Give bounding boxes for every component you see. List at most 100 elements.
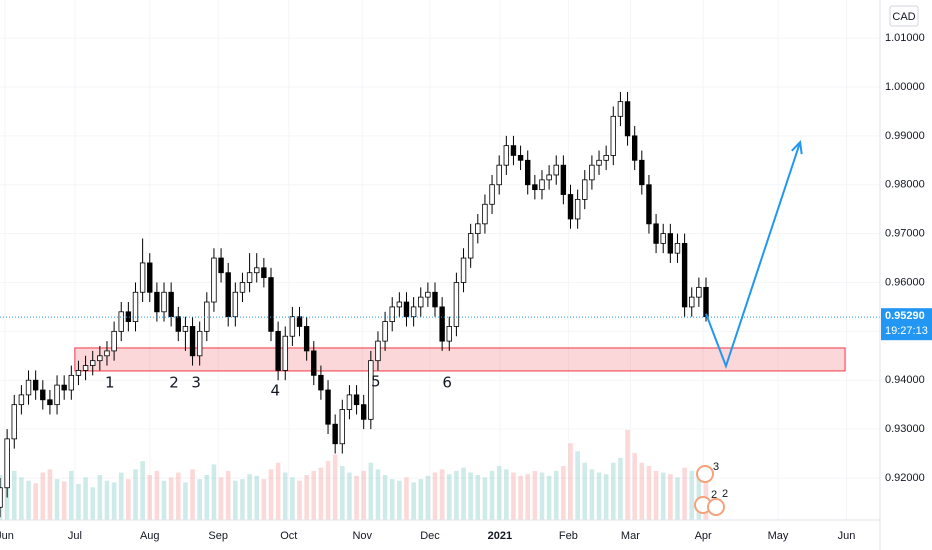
volume-bar — [211, 464, 217, 520]
volume-bar — [90, 487, 96, 520]
currency: CAD — [892, 11, 915, 23]
volume-bar — [126, 479, 131, 520]
candle-body — [211, 257, 217, 303]
event-icon[interactable] — [696, 465, 714, 483]
y-tick-label: 1.01000 — [885, 32, 925, 44]
candle-body — [82, 365, 89, 371]
volume-bar — [233, 480, 238, 520]
y-tick-label: 0.96000 — [885, 276, 925, 288]
event-count: 3 — [713, 461, 719, 473]
candle-body — [353, 394, 360, 406]
candle-body — [11, 404, 17, 440]
candle-body — [154, 291, 160, 313]
candle-body — [325, 389, 331, 425]
candle-body — [161, 291, 167, 313]
volume-bar — [482, 477, 488, 520]
volume-bar — [140, 461, 145, 520]
volume-bar — [147, 475, 153, 520]
y-tick-label: 0.94000 — [885, 374, 925, 386]
wave-label: 5 — [371, 373, 381, 391]
volume-bar — [689, 470, 695, 520]
candle-body — [118, 311, 124, 332]
candle-body — [54, 384, 60, 406]
y-tick-label: 1.00000 — [885, 81, 925, 93]
candle-body — [410, 306, 417, 318]
candle-body — [139, 262, 146, 293]
candle-body — [567, 194, 574, 220]
volume-bar — [504, 469, 509, 520]
candle-body — [47, 399, 53, 406]
volume-bar — [439, 469, 445, 520]
candle-body — [189, 326, 196, 357]
candle-body — [525, 159, 531, 186]
volume-bar — [511, 472, 516, 520]
candle-body — [653, 223, 659, 244]
volume-bar — [489, 470, 495, 520]
candle-body — [510, 145, 517, 156]
x-tick-label: Aug — [140, 530, 160, 542]
volume-bar — [354, 475, 359, 520]
x-tick-label: 2021 — [488, 530, 512, 542]
volume-bar — [204, 475, 210, 520]
volume-bar — [290, 477, 295, 520]
candle-body — [303, 326, 310, 352]
volume-bar — [325, 461, 331, 520]
y-tick-label: 0.92000 — [885, 472, 925, 484]
candle-body — [0, 487, 3, 508]
volume-bar — [161, 480, 167, 520]
volume-bar — [375, 469, 381, 520]
currency-box[interactable] — [889, 5, 919, 27]
wave-label: 3 — [191, 374, 201, 392]
candle-body — [261, 267, 267, 278]
candle-body — [111, 330, 117, 352]
candle-body — [360, 404, 367, 420]
y-tick-label: 0.93000 — [885, 423, 925, 435]
candle-body — [282, 335, 288, 371]
volume-bar — [26, 480, 31, 520]
y-tick-label: 0.98000 — [885, 179, 925, 191]
volume-bar — [546, 475, 552, 520]
volume-bar — [261, 479, 267, 520]
volume-bar — [247, 474, 252, 520]
candle-body — [275, 330, 281, 371]
candle-body — [389, 306, 395, 322]
x-tick-label: Sep — [208, 530, 228, 542]
volume-bar — [468, 472, 473, 520]
volume-bar — [183, 482, 188, 520]
volume-bar — [682, 467, 687, 520]
candle-body — [631, 135, 638, 161]
candle-body — [503, 145, 510, 166]
volume-bar — [175, 472, 181, 520]
x-tick-label: Mar — [621, 530, 640, 542]
volume-bar — [69, 470, 74, 520]
wave-label: 2 — [169, 374, 179, 392]
candle-body — [432, 291, 438, 308]
volume-bar — [118, 472, 124, 520]
volume-bar — [475, 475, 481, 520]
candle-body — [40, 389, 46, 401]
candle-body — [68, 374, 75, 391]
event-count: 2 — [711, 489, 717, 501]
volume-bar — [275, 462, 281, 520]
volume-bar — [361, 470, 366, 520]
volume-bar — [568, 443, 573, 520]
volume-bar — [304, 475, 309, 520]
candle-body — [546, 174, 552, 181]
volume-bar — [432, 472, 438, 520]
volume-bar — [340, 466, 345, 520]
volume-bar — [632, 452, 637, 520]
candle-body — [296, 316, 303, 327]
candle-body — [246, 272, 253, 283]
volume-bar — [282, 472, 288, 520]
candle-body — [339, 409, 346, 445]
candle-body — [375, 340, 381, 362]
event-icon[interactable] — [707, 498, 725, 516]
volume-bar — [539, 472, 545, 520]
wave-label: 4 — [270, 381, 280, 399]
volume-bar — [496, 466, 502, 520]
volume-bar — [668, 474, 673, 520]
volume-bar — [425, 475, 431, 520]
candle-body — [425, 291, 431, 298]
candle-body — [689, 296, 695, 308]
